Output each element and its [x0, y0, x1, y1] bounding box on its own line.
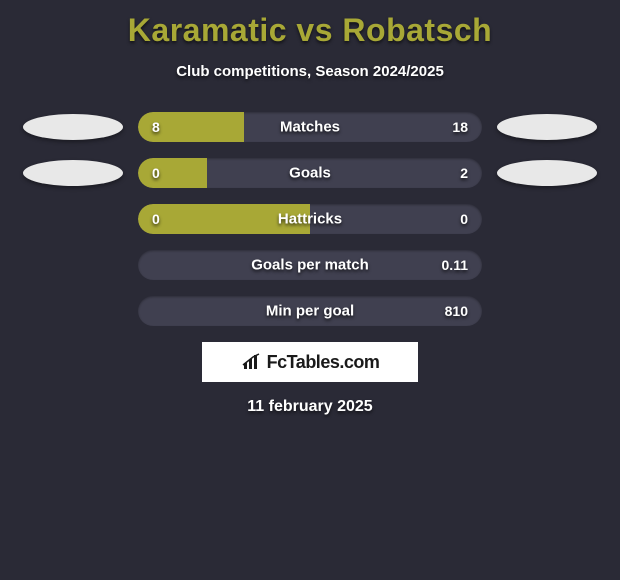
- stat-bar: 0 Hattricks 0: [138, 204, 482, 234]
- stat-bar: 8 Matches 18: [138, 112, 482, 142]
- player-ellipse-left: [23, 114, 123, 140]
- left-decor: [18, 158, 128, 188]
- player-ellipse-right: [497, 160, 597, 186]
- comparison-row: 8 Matches 18: [0, 112, 620, 142]
- stat-label: Min per goal: [266, 303, 354, 320]
- stat-right-value: 0.11: [442, 257, 468, 273]
- left-decor: [18, 250, 128, 280]
- stat-right-value: 0: [460, 211, 468, 227]
- stat-left-value: 0: [152, 165, 160, 181]
- stat-bar: Goals per match 0.11: [138, 250, 482, 280]
- bar-chart-icon: [241, 353, 263, 371]
- right-decor: [492, 296, 602, 326]
- comparison-row: Goals per match 0.11: [0, 250, 620, 280]
- stat-right-value: 810: [445, 303, 468, 319]
- right-decor: [492, 250, 602, 280]
- player-ellipse-right: [497, 114, 597, 140]
- brand-logo-box: FcTables.com: [202, 342, 418, 382]
- stat-label: Goals: [289, 165, 331, 182]
- page-title: Karamatic vs Robatsch: [0, 0, 620, 49]
- date-label: 11 february 2025: [0, 398, 620, 416]
- left-decor: [18, 296, 128, 326]
- comparison-row: 0 Goals 2: [0, 158, 620, 188]
- stat-right-value: 18: [452, 119, 468, 135]
- stat-bar-fill: [138, 158, 207, 188]
- stat-label: Matches: [280, 119, 340, 136]
- comparison-row: 0 Hattricks 0: [0, 204, 620, 234]
- stat-bar: Min per goal 810: [138, 296, 482, 326]
- stat-bar: 0 Goals 2: [138, 158, 482, 188]
- comparison-row: Min per goal 810: [0, 296, 620, 326]
- stat-right-value: 2: [460, 165, 468, 181]
- brand-text: FcTables.com: [267, 352, 380, 373]
- subtitle: Club competitions, Season 2024/2025: [0, 63, 620, 80]
- stat-label: Hattricks: [278, 211, 342, 228]
- stat-left-value: 8: [152, 119, 160, 135]
- right-decor: [492, 112, 602, 142]
- left-decor: [18, 112, 128, 142]
- player-ellipse-left: [23, 160, 123, 186]
- stat-label: Goals per match: [251, 257, 369, 274]
- right-decor: [492, 158, 602, 188]
- right-decor: [492, 204, 602, 234]
- stat-left-value: 0: [152, 211, 160, 227]
- left-decor: [18, 204, 128, 234]
- comparison-rows: 8 Matches 18 0 Goals 2 0 Hattricks 0 Goals per ma…: [0, 112, 620, 326]
